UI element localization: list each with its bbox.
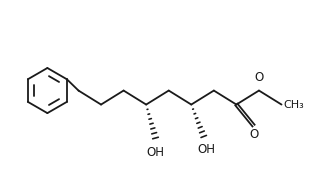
Text: OH: OH <box>197 143 215 156</box>
Text: OH: OH <box>146 146 164 159</box>
Text: O: O <box>254 70 264 84</box>
Text: O: O <box>250 128 259 141</box>
Text: CH₃: CH₃ <box>284 100 304 110</box>
